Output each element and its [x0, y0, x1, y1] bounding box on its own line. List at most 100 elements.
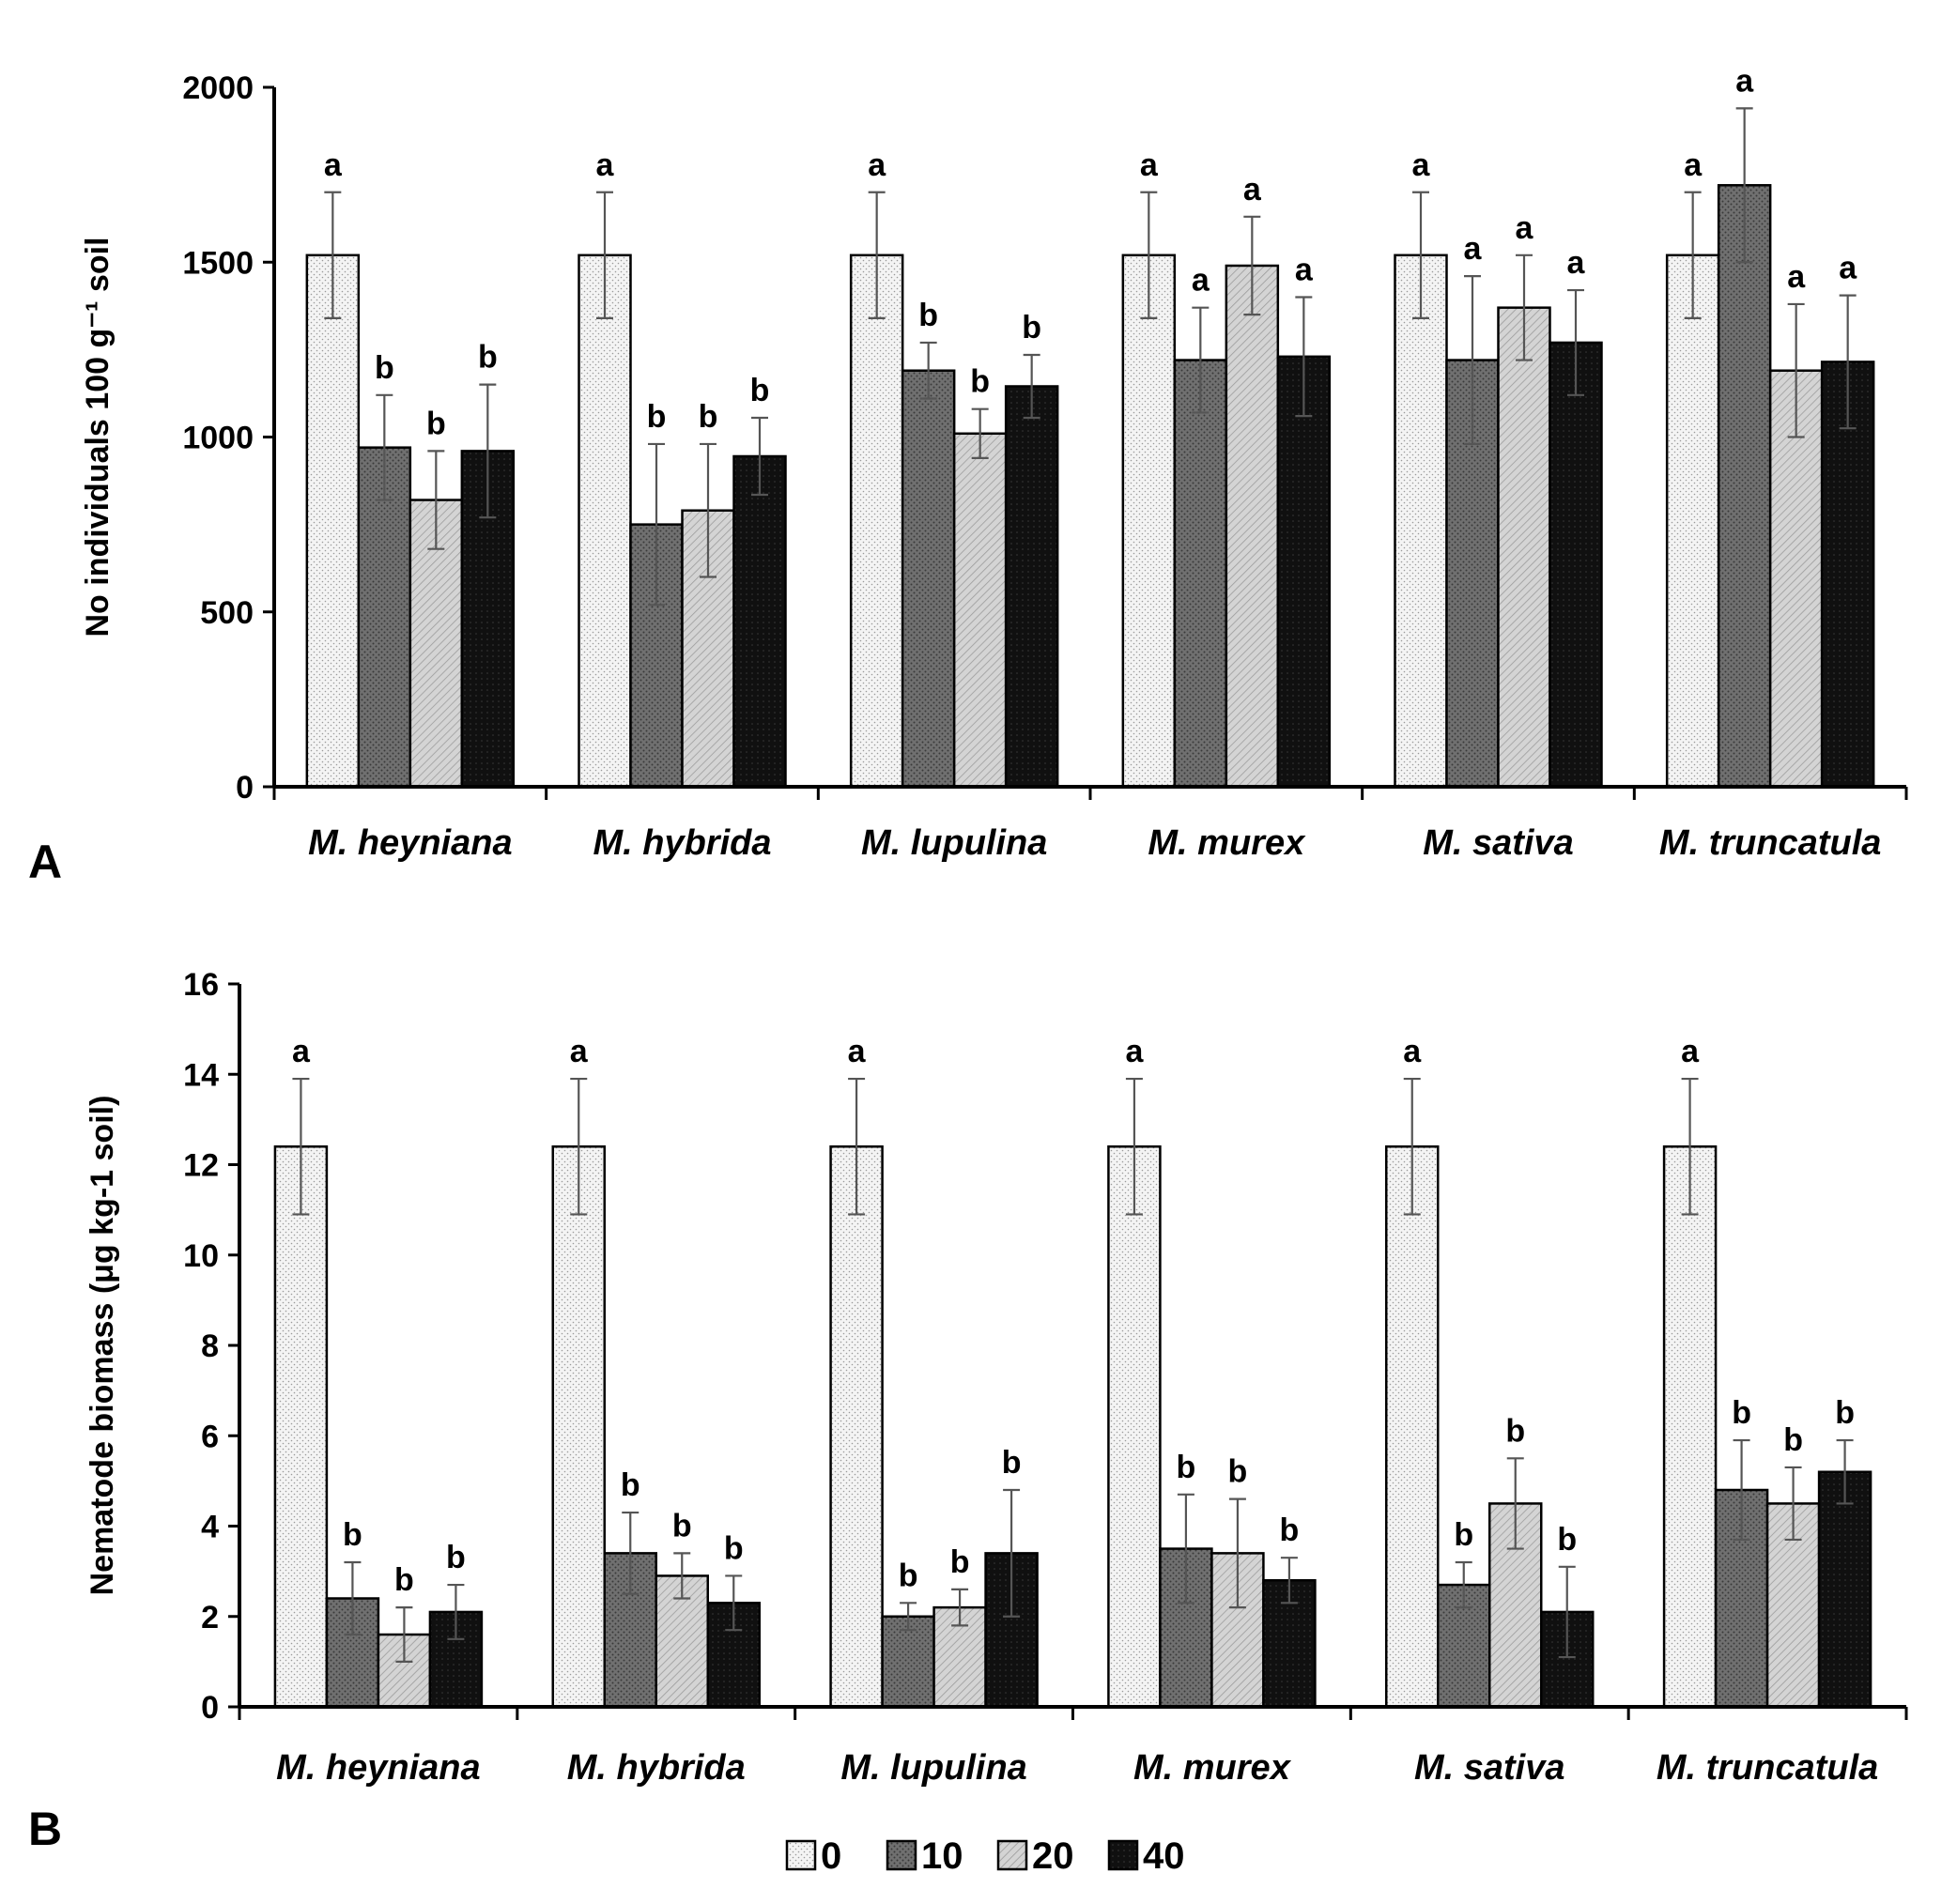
bar: [1225, 264, 1280, 789]
bar: [305, 253, 361, 789]
bar: [1276, 355, 1332, 789]
x-category-label: M. truncatula: [1657, 1748, 1878, 1788]
x-category-label: M. hybrida: [567, 1748, 746, 1788]
significance-letter: b: [1783, 1422, 1803, 1458]
significance-letter: b: [1002, 1445, 1022, 1481]
x-category-label: M. hybrida: [593, 823, 771, 863]
significance-letter: a: [292, 1034, 311, 1069]
y-tick-label: 500: [200, 595, 254, 631]
significance-letter: b: [1732, 1395, 1751, 1431]
bar: [952, 432, 1008, 789]
y-tick-label: 2000: [182, 70, 254, 106]
x-category-label: M. murex: [1148, 823, 1306, 863]
significance-letter: a: [1403, 1034, 1422, 1069]
significance-letter: b: [446, 1540, 466, 1575]
significance-letter: a: [1243, 172, 1262, 207]
x-category-label: M. sativa: [1423, 823, 1574, 863]
significance-letter: a: [1412, 147, 1431, 183]
bar: [1004, 385, 1059, 789]
panel-b-chart: 0 2 4 6 8 10 12 14 16 Nematode biomass (μg kg-1 s…: [85, 967, 1908, 1788]
y-tick-label: 6: [201, 1419, 219, 1454]
bar: [551, 1145, 606, 1709]
significance-letter: a: [1295, 253, 1314, 288]
significance-letter: b: [724, 1530, 744, 1566]
significance-letter: a: [1516, 210, 1534, 246]
significance-letter: b: [1835, 1395, 1855, 1431]
bar: [273, 1145, 329, 1709]
legend-label: 40: [1143, 1835, 1185, 1877]
significance-letter: a: [1125, 1034, 1144, 1069]
significance-letter: b: [647, 399, 667, 435]
significance-letter: b: [672, 1508, 692, 1543]
significance-letter: b: [1228, 1454, 1248, 1490]
significance-letter: a: [1567, 245, 1586, 281]
legend-swatch: [996, 1839, 1028, 1871]
y-tick-label: 8: [201, 1328, 219, 1364]
significance-letter: a: [1681, 1034, 1700, 1069]
significance-letter: b: [970, 364, 990, 400]
x-category-label: M. lupulina: [840, 1748, 1026, 1788]
legend-swatch: [785, 1839, 817, 1871]
significance-letter: a: [596, 147, 615, 183]
x-category-label: M. murex: [1133, 1748, 1292, 1788]
y-tick-label: 12: [183, 1148, 219, 1184]
y-tick-label: 1000: [182, 421, 254, 456]
significance-letter: b: [1280, 1512, 1300, 1548]
bar: [829, 1145, 884, 1709]
x-category-label: M. sativa: [1414, 1748, 1565, 1788]
x-category-label: M. truncatula: [1659, 823, 1881, 863]
y-tick-label: 10: [183, 1238, 219, 1274]
legend: 0 10 20 40: [785, 1835, 1185, 1877]
significance-letter: b: [1454, 1517, 1473, 1553]
y-axis-title: Nematode biomass (μg kg-1 soil): [85, 1096, 120, 1596]
y-tick-label: 2: [201, 1600, 219, 1635]
panel-b-label: B: [28, 1803, 62, 1855]
bar: [901, 369, 956, 789]
x-category-label: M. heyniana: [308, 823, 513, 863]
bar: [1665, 253, 1720, 789]
significance-letter: a: [1787, 259, 1806, 295]
significance-letter: a: [868, 147, 886, 183]
significance-letter: b: [478, 340, 498, 376]
significance-letter: b: [1177, 1450, 1196, 1485]
legend-swatch: [1107, 1839, 1139, 1871]
panel-a-chart: 0 500 1000 1500 2000 No individuals 100 g⁻¹ s…: [80, 63, 1908, 863]
significance-letter: b: [343, 1517, 362, 1553]
significance-letter: b: [1505, 1413, 1525, 1449]
bar: [1497, 306, 1551, 789]
bar: [1173, 359, 1228, 789]
y-tick-label: 0: [236, 770, 254, 806]
bar: [732, 454, 787, 789]
significance-letter: a: [324, 147, 343, 183]
panel-a-label: A: [28, 836, 62, 888]
legend-label: 20: [1032, 1835, 1074, 1877]
significance-letter: b: [621, 1467, 640, 1503]
y-tick-label: 16: [183, 967, 219, 1003]
significance-letter: a: [1684, 147, 1703, 183]
significance-letter: a: [1140, 147, 1159, 183]
significance-letter: a: [1192, 263, 1210, 299]
y-axis-title: No individuals 100 g⁻¹ soil: [80, 237, 116, 637]
significance-letter: b: [750, 373, 770, 408]
significance-letter: b: [699, 399, 718, 435]
significance-letter: a: [848, 1034, 867, 1069]
significance-letter: a: [570, 1034, 589, 1069]
bar: [1385, 1145, 1440, 1709]
significance-letter: a: [1839, 251, 1857, 286]
significance-letter: b: [950, 1544, 970, 1580]
legend-swatch: [886, 1839, 917, 1871]
bar: [1107, 1145, 1162, 1709]
significance-letter: b: [1557, 1522, 1577, 1558]
bar: [1662, 1145, 1718, 1709]
bar: [1717, 184, 1772, 789]
legend-label: 0: [821, 1835, 841, 1877]
significance-letter: b: [1022, 310, 1041, 345]
y-tick-label: 4: [201, 1510, 219, 1545]
bar: [1549, 341, 1603, 789]
y-tick-label: 1500: [182, 245, 254, 281]
bar: [849, 253, 904, 789]
x-category-label: M. lupulina: [861, 823, 1047, 863]
bar: [1394, 253, 1448, 789]
bar: [578, 253, 632, 789]
